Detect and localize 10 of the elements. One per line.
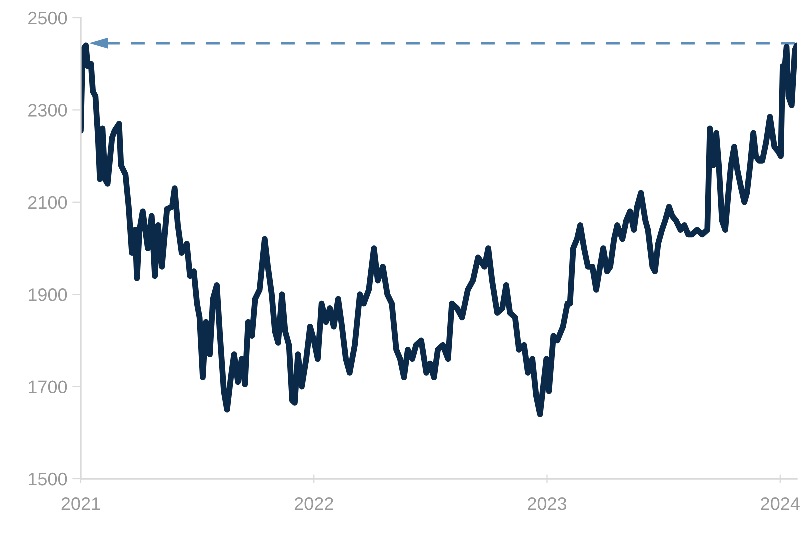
y-tick-label: 2300 [28, 104, 68, 117]
x-tick-label: 2021 [62, 498, 100, 510]
x-tick-label: 2024 [761, 498, 800, 510]
x-tick-label: 2022 [294, 498, 334, 510]
y-tick-label: 1500 [29, 472, 68, 486]
y-tick-label: 1900 [29, 288, 68, 302]
y-tick-label: 1700 [29, 380, 68, 394]
y-tick-label: 2500 [28, 12, 68, 25]
y-tick-label: 2100 [28, 196, 68, 210]
x-tick-label: 2023 [528, 498, 567, 510]
